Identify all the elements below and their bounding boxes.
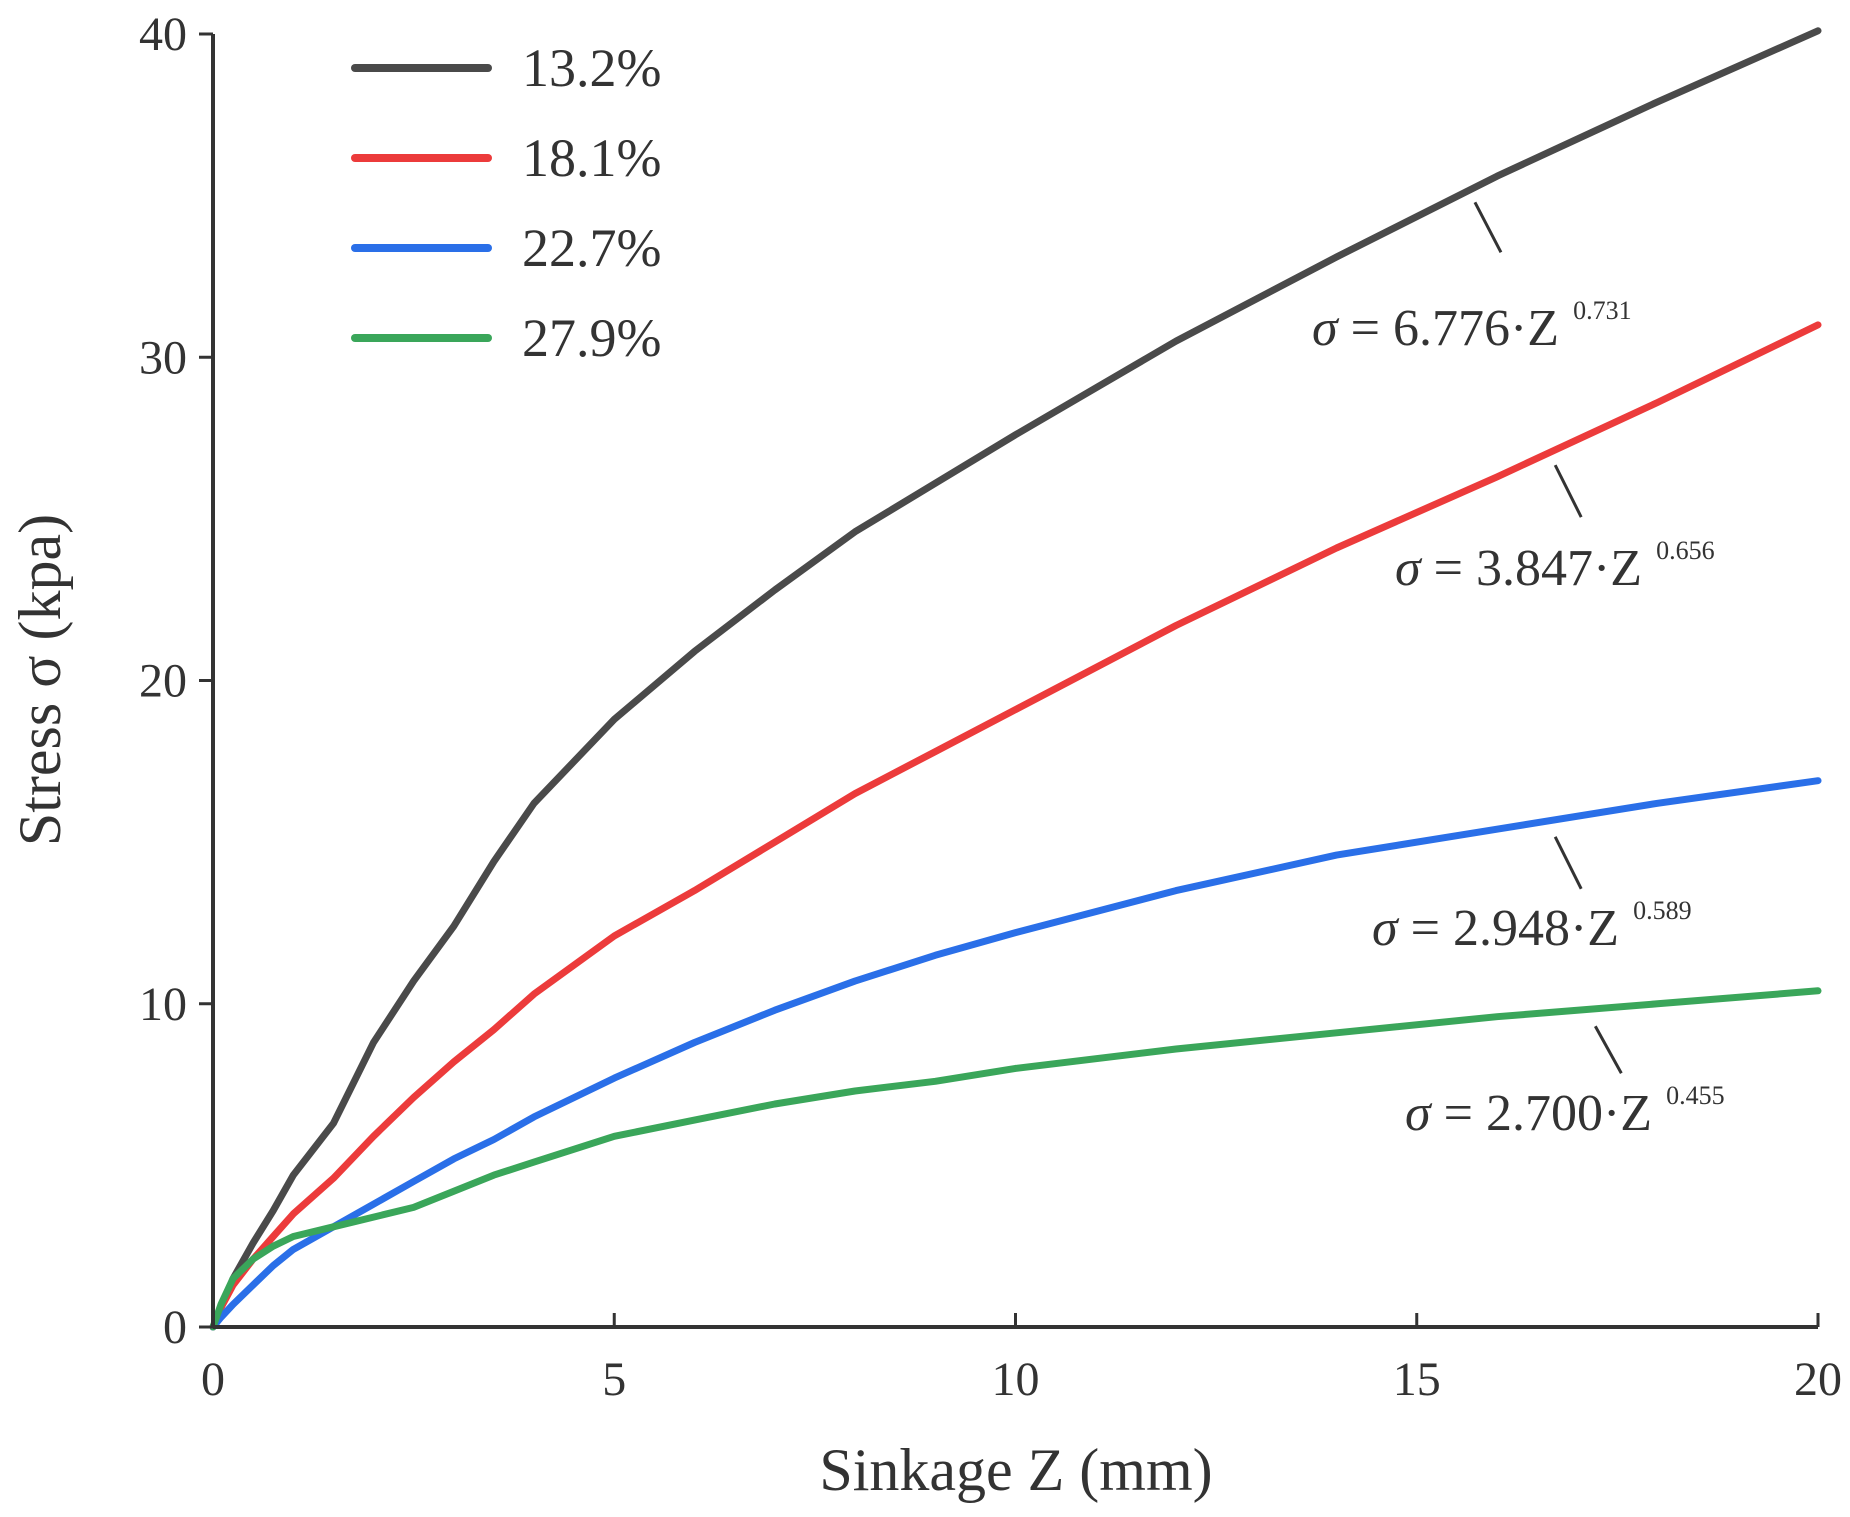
y-tick-label: 20: [139, 655, 187, 708]
series-line-27-9pct: [209, 987, 1822, 1331]
annotation-leader-line: [1473, 201, 1503, 254]
legend-label: 18.1%: [522, 128, 661, 188]
x-tick-label: 10: [992, 1353, 1040, 1406]
x-tick-label: 0: [201, 1353, 225, 1406]
equation-body: = 2.700·Z: [1431, 1085, 1652, 1142]
series-line-13-2pct: [209, 27, 1822, 1331]
annotation-leader-line: [1553, 836, 1583, 890]
annotation-leader-line: [1553, 464, 1583, 518]
fit-equation-label: σ = 3.847·Z 0.656: [1395, 536, 1715, 597]
sigma-symbol: σ: [1395, 540, 1423, 597]
sigma-symbol: σ: [1372, 900, 1400, 957]
x-axis-title: Sinkage Z (mm): [819, 1437, 1212, 1503]
fit-equation-label: σ = 2.700·Z 0.455: [1405, 1081, 1725, 1142]
axis-ticks: 0 5 10 15 20 0 10 20 30 40: [139, 8, 1842, 1406]
legend-label: 22.7%: [522, 218, 661, 278]
annotation-leader-line: [1594, 1025, 1623, 1075]
equation-body: = 2.948·Z: [1398, 900, 1619, 957]
series-lines: [209, 27, 1822, 1331]
fit-annotations: σ = 6.776·Z 0.731 σ = 3.847·Z 0.656 σ = 2.94…: [1312, 201, 1725, 1142]
sigma-symbol: σ: [1405, 1085, 1433, 1142]
legend-label: 27.9%: [522, 308, 661, 368]
legend-label: 13.2%: [522, 38, 661, 98]
equation-exponent: 0.455: [1666, 1081, 1725, 1110]
equation-body: = 6.776·Z: [1338, 300, 1559, 357]
equation-body: = 3.847·Z: [1421, 540, 1642, 597]
fit-equation-label: σ = 2.948·Z 0.589: [1372, 896, 1692, 957]
y-axis-title: Stress σ (kpa): [7, 514, 73, 846]
fit-equation-label: σ = 6.776·Z 0.731: [1312, 296, 1632, 357]
equation-exponent: 0.656: [1656, 536, 1715, 565]
x-tick-label: 5: [602, 1353, 626, 1406]
equation-exponent: 0.731: [1573, 296, 1632, 325]
legend: 13.2% 18.1% 22.7% 27.9%: [351, 38, 661, 368]
sigma-symbol: σ: [1312, 300, 1340, 357]
equation-exponent: 0.589: [1633, 896, 1692, 925]
series-line-18-1pct: [209, 321, 1822, 1331]
y-tick-label: 40: [139, 8, 187, 61]
y-tick-label: 30: [139, 331, 187, 384]
x-tick-label: 20: [1794, 1353, 1842, 1406]
series-line-22-7pct: [209, 777, 1822, 1331]
y-tick-label: 0: [163, 1301, 187, 1354]
y-tick-label: 10: [139, 978, 187, 1031]
x-tick-label: 15: [1393, 1353, 1441, 1406]
